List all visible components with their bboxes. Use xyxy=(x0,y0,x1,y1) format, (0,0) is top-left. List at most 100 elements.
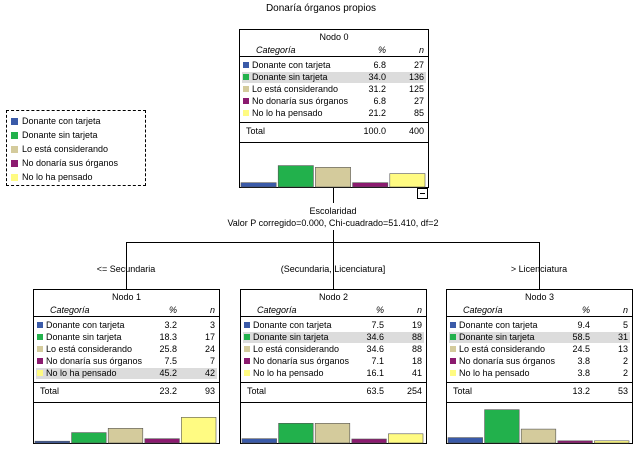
category-percent: 31.2 xyxy=(368,84,386,94)
category-count: 18 xyxy=(411,356,422,366)
bar-5 xyxy=(594,440,630,444)
category-percent: 34.6 xyxy=(366,344,384,354)
category-label: Donante sin tarjeta xyxy=(252,72,328,82)
column-percent: % xyxy=(168,305,177,315)
category-label: No donaría sus órganos xyxy=(252,96,349,106)
column-count: n xyxy=(418,45,424,55)
category-count: 31 xyxy=(617,332,628,342)
category-swatch xyxy=(37,358,43,364)
category-percent: 24.5 xyxy=(572,344,590,354)
total-row: Total 23.2 93 xyxy=(36,385,217,397)
node-title: Nodo 3 xyxy=(524,292,555,302)
column-count: n xyxy=(209,305,215,315)
branch-label-1: <= Secundaria xyxy=(96,264,156,274)
category-percent: 7.1 xyxy=(371,356,384,366)
category-swatch xyxy=(243,74,249,80)
category-row: Lo está considerando 31.2 125 xyxy=(242,84,426,95)
node-bar-chart xyxy=(241,402,426,444)
category-count: 88 xyxy=(411,344,422,354)
category-swatch xyxy=(37,346,43,352)
branch-label-2: (Secundaria, Licenciatura] xyxy=(280,264,386,274)
category-row: Lo está considerando 25.8 24 xyxy=(36,344,217,355)
total-count: 400 xyxy=(408,126,424,136)
category-swatch xyxy=(243,86,249,92)
column-header: Categoría% n xyxy=(34,304,219,317)
category-row: Donante con tarjeta 6.8 27 xyxy=(242,60,426,71)
total-percent: 100.0 xyxy=(363,126,386,136)
category-percent: 16.1 xyxy=(366,368,384,378)
bar-1 xyxy=(240,182,277,188)
column-category: Categoría xyxy=(463,305,503,315)
total-row: Total 63.5 254 xyxy=(243,385,424,397)
legend-swatch xyxy=(11,160,18,167)
category-label: Donante sin tarjeta xyxy=(459,332,535,342)
node-0[interactable]: Nodo 0 Categoría% n Donante con tarjeta 6.8 2… xyxy=(239,29,429,188)
tree-title: Donaría órganos propios xyxy=(265,3,377,14)
node-bar-chart-svg xyxy=(34,417,217,444)
node-title: Nodo 0 xyxy=(319,32,349,42)
collapse-toggle-button[interactable] xyxy=(417,188,428,199)
bar-2 xyxy=(278,422,314,444)
total-label: Total xyxy=(247,386,267,396)
category-swatch xyxy=(244,346,250,352)
total-divider xyxy=(34,382,219,383)
category-label: No donaría sus órganos xyxy=(459,356,556,366)
node-bar-chart-svg xyxy=(240,165,426,188)
category-count: 13 xyxy=(617,344,628,354)
category-swatch xyxy=(244,370,250,376)
category-count: 19 xyxy=(411,320,422,330)
column-category: Categoría xyxy=(257,305,297,315)
column-percent: % xyxy=(377,45,386,55)
total-divider xyxy=(241,382,426,383)
connector-left xyxy=(126,242,127,289)
node-title: Nodo 2 xyxy=(318,292,349,302)
legend-swatch xyxy=(11,174,18,181)
node-2[interactable]: Nodo 2 Categoría% n Donante con tarjeta 7.5 1… xyxy=(240,289,427,444)
category-count: 17 xyxy=(204,332,215,342)
category-count: 125 xyxy=(408,84,424,94)
category-percent: 7.5 xyxy=(371,320,384,330)
category-swatch xyxy=(450,346,456,352)
bar-1 xyxy=(447,437,483,444)
category-count: 24 xyxy=(204,344,215,354)
bar-3 xyxy=(315,166,351,188)
bar-5 xyxy=(388,433,424,444)
bar-1 xyxy=(34,440,70,444)
total-row: Total 100.0 400 xyxy=(242,125,426,137)
category-label: Lo está considerando xyxy=(253,344,340,354)
category-percent: 7.5 xyxy=(164,356,177,366)
legend-item: No donaría sus órganos xyxy=(11,157,118,169)
legend-item: Donante con tarjeta xyxy=(11,115,101,127)
node-3[interactable]: Nodo 3 Categoría% n Donante con tarjeta 9.4 5… xyxy=(446,289,633,444)
legend-swatch xyxy=(11,132,18,139)
column-count: n xyxy=(622,305,628,315)
legend-item: Donante sin tarjeta xyxy=(11,129,98,141)
category-count: 41 xyxy=(411,368,422,378)
category-swatch xyxy=(450,370,456,376)
category-percent: 18.3 xyxy=(159,332,177,342)
connector-right xyxy=(539,242,540,289)
total-count: 93 xyxy=(204,386,215,396)
bar-2 xyxy=(71,432,107,444)
category-percent: 21.2 xyxy=(368,108,386,118)
category-count: 27 xyxy=(413,60,424,70)
category-row: Donante con tarjeta 7.5 19 xyxy=(243,320,424,331)
node-1[interactable]: Nodo 1 Categoría% n Donante con tarjeta 3.2 3… xyxy=(33,289,220,444)
node-bar-chart-svg xyxy=(447,409,630,444)
category-swatch xyxy=(244,334,250,340)
category-row: No donaría sus órganos 7.5 7 xyxy=(36,356,217,367)
bar-3 xyxy=(107,427,144,444)
category-swatch xyxy=(243,110,249,116)
category-percent: 25.8 xyxy=(159,344,177,354)
total-count: 254 xyxy=(406,386,422,396)
legend: Donante con tarjeta Donante sin tarjeta Lo… xyxy=(6,110,146,186)
branch-label-3: > Licenciatura xyxy=(510,264,568,274)
category-percent: 58.5 xyxy=(572,332,590,342)
category-count: 27 xyxy=(413,96,424,106)
column-percent: % xyxy=(375,305,384,315)
total-percent: 63.5 xyxy=(366,386,384,396)
category-row: No lo ha pensado 45.2 42 xyxy=(36,368,217,379)
category-row: Donante sin tarjeta 58.5 31 xyxy=(449,332,630,343)
category-label: No lo ha pensado xyxy=(252,108,323,118)
category-percent: 6.8 xyxy=(373,96,386,106)
